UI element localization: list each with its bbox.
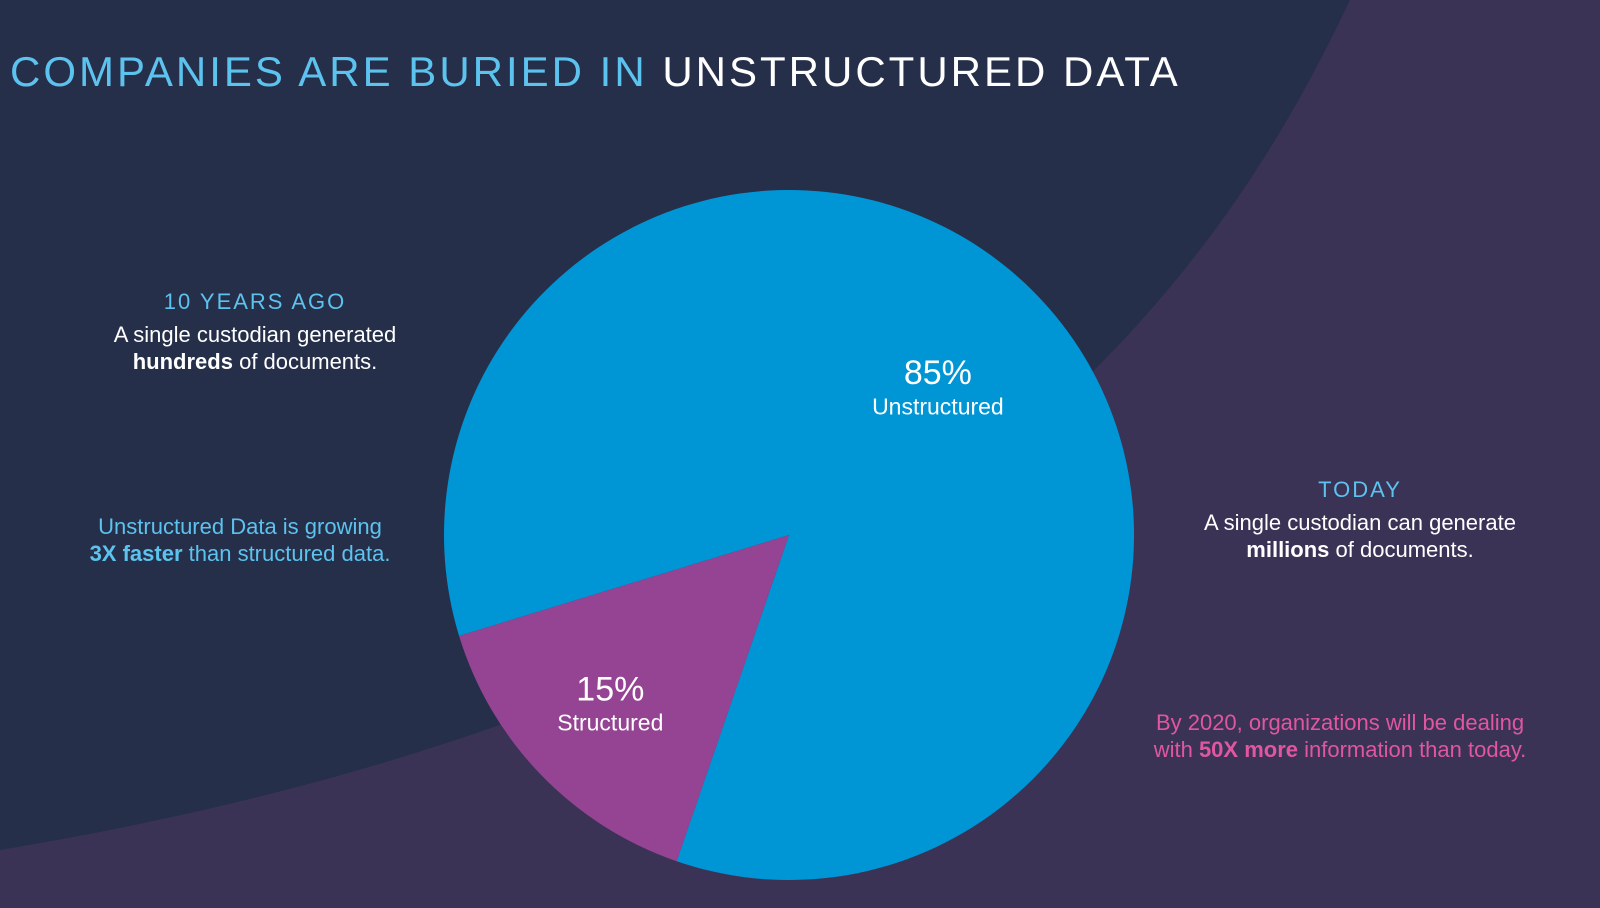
text: information than today. [1304, 737, 1527, 762]
title: COMPANIES ARE BURIED IN UNSTRUCTURED DAT… [10, 48, 1181, 96]
value-label: 15% [576, 671, 644, 709]
category-label: Unstructured [872, 393, 1004, 419]
text: A single custodian generated [113, 322, 397, 347]
bold-text: hundreds [132, 349, 233, 374]
text: A single custodian can generate [1204, 510, 1516, 535]
left-text: 10 YEARS AGO A single custodian generate… [85, 288, 425, 375]
text: of documents. [239, 349, 378, 374]
category-label: Structured [557, 710, 663, 736]
text: of documents. [1335, 537, 1474, 562]
pie-slice [459, 535, 789, 862]
right-text: TODAY A single custodian can generate mi… [1160, 476, 1560, 563]
pie-slice [443, 190, 1134, 881]
value-label: 85% [904, 354, 972, 392]
title-emphasis: UNSTRUCTURED DATA [662, 48, 1181, 95]
bold-text: 50X more [1198, 737, 1298, 762]
text: with [1153, 737, 1193, 762]
text: than structured data. [188, 541, 391, 566]
heading: 10 YEARS AGO [163, 289, 347, 314]
heading: TODAY [1318, 477, 1402, 502]
right-note: By 2020, organizations will be dealing w… [1110, 709, 1570, 763]
text: Unstructured Data is growing [98, 514, 382, 539]
text: By 2020, organizations will be dealing [1155, 710, 1525, 735]
title-lead: COMPANIES ARE BURIED IN [10, 48, 648, 95]
left-note: Unstructured Data is growing 3X faster t… [55, 513, 425, 567]
bold-text: 3X faster [89, 541, 183, 566]
pie: 85%Unstructured 15%Structured [443, 190, 1134, 881]
bold-text: millions [1246, 537, 1330, 562]
